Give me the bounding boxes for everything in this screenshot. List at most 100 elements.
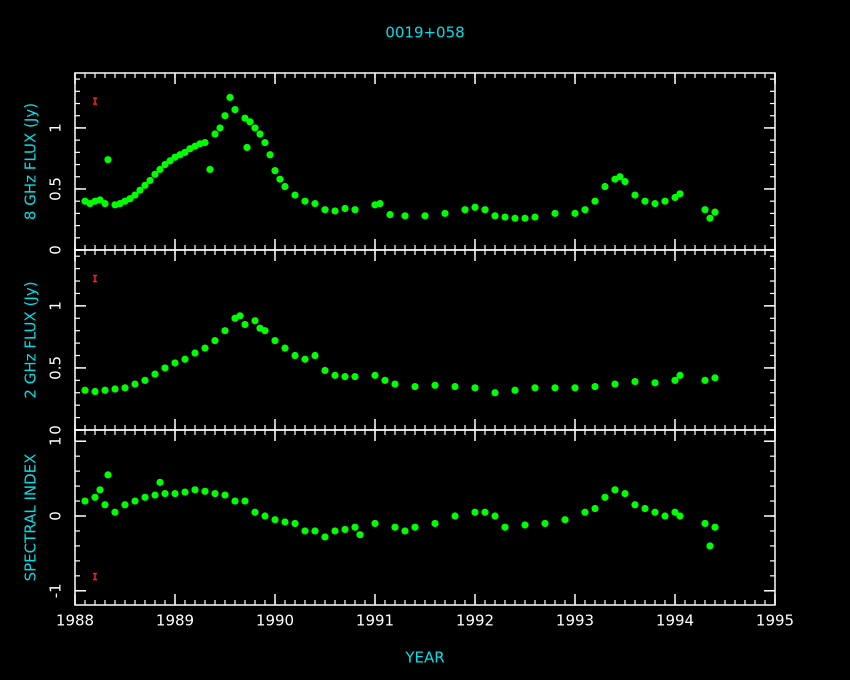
data-point (181, 488, 189, 496)
data-point (311, 527, 319, 535)
y-tick-label: 0 (47, 425, 65, 435)
data-point (401, 527, 409, 535)
data-point (236, 312, 244, 320)
data-point (111, 385, 119, 393)
data-point (521, 521, 529, 529)
data-point (381, 376, 389, 384)
data-point (261, 138, 269, 147)
data-point (701, 376, 709, 384)
data-point (541, 519, 549, 528)
data-point (201, 344, 209, 352)
error-marker (93, 97, 97, 105)
data-point (156, 165, 164, 174)
data-point (531, 213, 539, 221)
data-point (671, 508, 679, 516)
data-point (651, 200, 659, 208)
data-point (131, 380, 139, 388)
data-point (561, 516, 569, 524)
data-point (161, 489, 169, 498)
y-tick-label: 0.5 (47, 177, 65, 201)
data-point (411, 523, 419, 531)
data-point (241, 497, 249, 505)
data-point (311, 351, 319, 360)
data-point (126, 195, 134, 203)
x-tick-label: 1991 (356, 612, 394, 630)
data-point (591, 504, 599, 513)
data-point (291, 351, 299, 360)
x-tick-label: 1992 (456, 612, 494, 630)
data-point (96, 196, 104, 204)
data-point (571, 384, 579, 392)
data-point (101, 200, 109, 208)
data-point (121, 501, 129, 509)
data-point (211, 130, 219, 138)
data-point (321, 206, 329, 214)
data-point (471, 508, 479, 516)
data-point (631, 501, 639, 509)
data-point (271, 167, 279, 175)
data-point (641, 504, 649, 513)
data-point (231, 106, 239, 114)
data-point (591, 382, 599, 391)
data-point (221, 112, 229, 120)
y-tick-label: 1 (47, 301, 65, 311)
data-point (281, 518, 289, 526)
data-point (171, 489, 179, 498)
data-point (131, 191, 139, 199)
x-tick-label: 1995 (756, 612, 794, 630)
data-point (616, 173, 624, 181)
data-point (171, 359, 179, 367)
data-point (341, 373, 349, 381)
data-point (181, 355, 189, 363)
data-point (611, 486, 619, 494)
data-point (621, 178, 629, 186)
error-marker (93, 274, 97, 283)
data-point (216, 124, 224, 132)
data-point (341, 525, 349, 534)
data-point (371, 371, 379, 379)
data-point (111, 508, 119, 516)
data-point (161, 160, 169, 169)
data-point (141, 376, 149, 384)
x-axis-label: YEAR (404, 649, 444, 667)
data-point (661, 512, 669, 520)
x-tick-label: 1989 (156, 612, 194, 630)
data-point (104, 471, 112, 479)
data-point (231, 497, 239, 505)
data-point (471, 203, 479, 211)
data-point (206, 165, 214, 174)
data-point (491, 389, 499, 397)
data-point (331, 207, 339, 215)
data-point (351, 373, 359, 381)
data-point (241, 114, 249, 122)
data-point (243, 143, 251, 152)
data-point (211, 489, 219, 498)
data-point (301, 527, 309, 535)
data-point (301, 355, 309, 363)
data-point (271, 337, 279, 345)
data-point (551, 384, 559, 392)
y-tick-label: 0 (47, 245, 65, 255)
data-point (281, 344, 289, 352)
data-point (261, 327, 269, 335)
data-point (661, 197, 669, 205)
data-point (104, 156, 112, 164)
data-point (101, 386, 109, 394)
data-point (401, 212, 409, 220)
x-tick-label: 1994 (656, 612, 694, 630)
data-point (706, 542, 714, 550)
y-tick-label: -1 (47, 583, 65, 598)
data-point (81, 497, 89, 505)
data-point (511, 214, 519, 222)
data-point (601, 182, 609, 191)
data-point (501, 213, 509, 221)
data-point (651, 508, 659, 516)
data-point (136, 186, 144, 194)
data-point (251, 124, 259, 132)
panel-frame (74, 429, 776, 606)
data-point (271, 516, 279, 524)
data-point (511, 386, 519, 394)
data-point (156, 478, 164, 486)
data-point (441, 209, 449, 217)
